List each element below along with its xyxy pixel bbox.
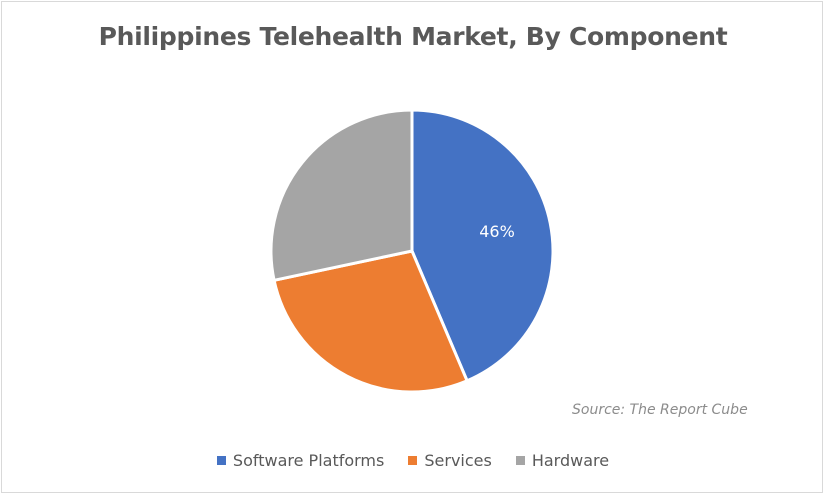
slice-software-platforms	[410, 108, 555, 383]
legend: Software Platforms Services Hardware	[0, 451, 826, 470]
legend-label: Software Platforms	[232, 451, 385, 470]
legend-swatch-services	[408, 456, 418, 465]
legend-label: Hardware	[531, 451, 610, 470]
slice-label-software-platforms: 46%	[479, 222, 515, 241]
legend-swatch-software-platforms	[216, 456, 226, 465]
legend-swatch-hardware	[515, 456, 525, 465]
legend-item-software-platforms: Software Platforms	[216, 451, 385, 470]
pie-slices	[269, 108, 555, 394]
legend-label: Services	[424, 451, 492, 470]
slice-services	[272, 249, 469, 394]
legend-item-services: Services	[408, 451, 492, 470]
legend-item-hardware: Hardware	[515, 451, 610, 470]
slice-hardware	[269, 108, 414, 282]
source-note: Source: The Report Cube	[572, 402, 748, 418]
chart-title: Philippines Telehealth Market, By Compon…	[98, 22, 728, 51]
